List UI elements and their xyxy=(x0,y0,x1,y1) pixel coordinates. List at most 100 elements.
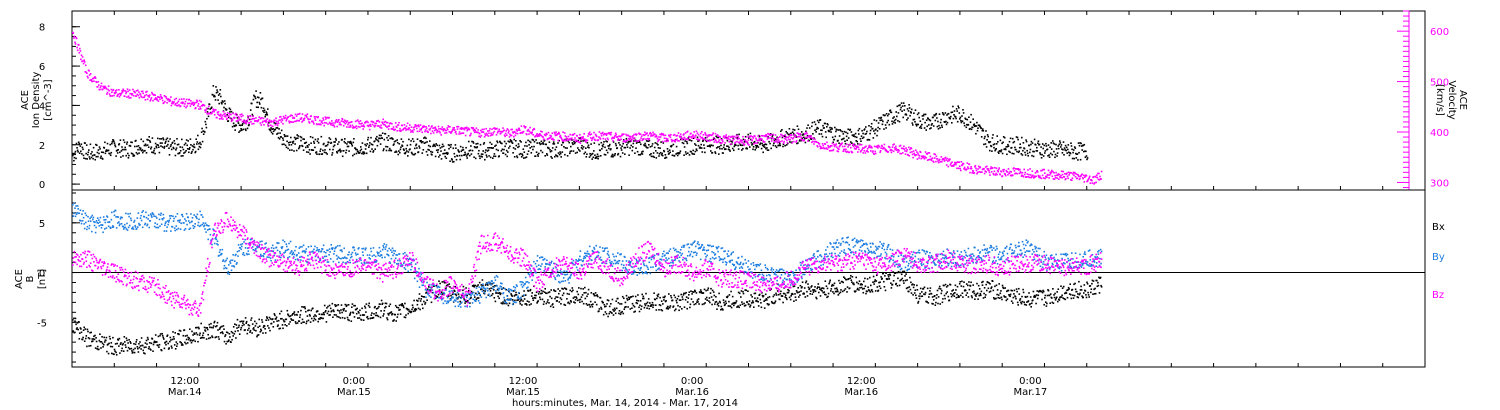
density-point xyxy=(111,141,114,143)
bx-point xyxy=(565,288,568,291)
velocity-point xyxy=(86,72,88,74)
velocity-point xyxy=(464,134,467,137)
density-point xyxy=(575,140,578,142)
bx-point xyxy=(184,341,186,344)
velocity-point xyxy=(323,121,326,124)
bx-point xyxy=(519,301,521,303)
bx-point xyxy=(646,301,649,304)
density-point xyxy=(178,152,181,154)
density-point xyxy=(1064,144,1067,147)
density-point xyxy=(231,125,234,128)
velocity-point xyxy=(927,152,930,154)
bx-point xyxy=(537,293,540,295)
density-point xyxy=(151,137,154,139)
bx-point xyxy=(362,314,364,316)
density-point xyxy=(192,148,194,151)
velocity-point xyxy=(704,132,706,134)
velocity-point xyxy=(861,147,864,149)
velocity-point xyxy=(729,136,732,138)
bx-point xyxy=(176,343,179,345)
density-point xyxy=(923,127,926,129)
velocity-point xyxy=(607,138,609,141)
density-point xyxy=(588,156,591,158)
velocity-point xyxy=(1066,172,1068,174)
velocity-point xyxy=(399,127,401,130)
density-point xyxy=(321,153,324,155)
velocity-point xyxy=(205,107,208,110)
density-point xyxy=(454,144,457,146)
density-point xyxy=(101,158,104,160)
bx-point xyxy=(290,319,293,321)
density-point xyxy=(824,131,827,133)
velocity-point xyxy=(1077,174,1080,177)
bx-point xyxy=(335,314,337,316)
velocity-point xyxy=(1032,174,1034,177)
velocity-point xyxy=(957,161,959,163)
bx-point xyxy=(198,327,200,330)
density-point xyxy=(416,138,419,140)
velocity-point xyxy=(452,128,455,131)
velocity-point xyxy=(449,126,451,128)
bx-point xyxy=(602,313,605,316)
density-point xyxy=(116,152,119,154)
density-point xyxy=(1086,157,1089,159)
velocity-point xyxy=(138,96,141,99)
velocity-point xyxy=(1019,168,1021,171)
velocity-point xyxy=(1021,174,1023,176)
bx-point xyxy=(497,292,500,294)
density-point xyxy=(1047,144,1050,146)
velocity-point xyxy=(1047,174,1049,176)
density-point xyxy=(856,140,858,143)
bx-point xyxy=(303,306,306,308)
density-point xyxy=(145,144,147,147)
velocity-point xyxy=(196,99,198,102)
density-point xyxy=(695,144,697,146)
density-point xyxy=(509,145,511,148)
density-point xyxy=(675,153,677,155)
density-point xyxy=(984,135,986,138)
density-point xyxy=(697,140,699,142)
density-point xyxy=(723,144,725,146)
density-point xyxy=(799,138,801,141)
velocity-point xyxy=(267,125,270,128)
velocity-point xyxy=(712,136,715,139)
velocity-point xyxy=(385,121,388,124)
velocity-label-line2: Velocity xyxy=(1446,80,1457,119)
density-point xyxy=(1035,150,1038,152)
velocity-point xyxy=(382,118,384,121)
bx-point xyxy=(400,304,403,307)
velocity-point xyxy=(1069,172,1071,174)
density-point xyxy=(786,132,788,134)
density-point xyxy=(270,127,272,129)
density-point xyxy=(686,140,688,143)
bx-point xyxy=(192,334,194,336)
density-point xyxy=(899,104,901,106)
density-point xyxy=(916,123,918,126)
bx-point xyxy=(374,305,376,308)
velocity-point xyxy=(258,116,261,119)
density-point xyxy=(655,150,657,152)
density-point xyxy=(439,147,442,149)
velocity-point xyxy=(770,133,772,136)
velocity-point xyxy=(280,121,283,123)
density-point xyxy=(620,147,622,149)
density-point xyxy=(602,143,605,146)
density-point xyxy=(1040,146,1042,148)
velocity-point xyxy=(489,134,492,137)
density-point xyxy=(755,147,757,149)
density-point xyxy=(1029,148,1032,151)
bx-point xyxy=(349,313,351,315)
velocity-point xyxy=(245,122,247,125)
velocity-point xyxy=(119,92,121,95)
velocity-point xyxy=(580,136,583,139)
density-point xyxy=(890,111,893,114)
bx-point xyxy=(219,326,221,329)
bx-point xyxy=(593,294,596,297)
velocity-point xyxy=(406,128,408,130)
velocity-point xyxy=(636,133,638,136)
bx-point xyxy=(285,318,288,321)
bx-point xyxy=(368,306,371,308)
velocity-point xyxy=(392,128,394,130)
velocity-point xyxy=(376,120,379,122)
bx-point xyxy=(105,336,108,339)
